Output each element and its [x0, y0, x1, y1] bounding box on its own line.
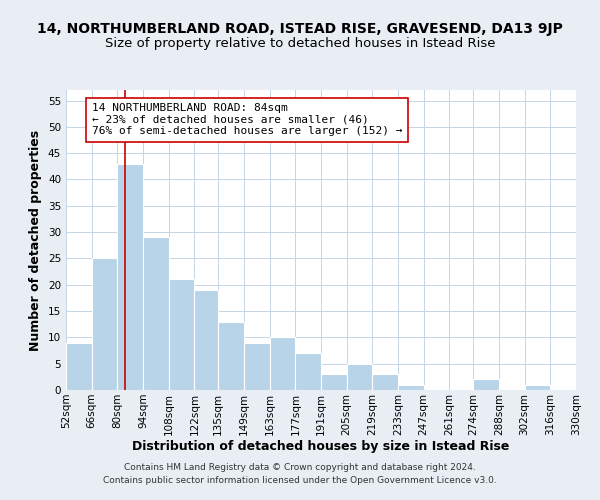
Bar [295, 353, 321, 390]
Bar [269, 338, 295, 390]
Text: Size of property relative to detached houses in Istead Rise: Size of property relative to detached ho… [105, 38, 495, 51]
Bar [524, 384, 550, 390]
Text: 14, NORTHUMBERLAND ROAD, ISTEAD RISE, GRAVESEND, DA13 9JP: 14, NORTHUMBERLAND ROAD, ISTEAD RISE, GR… [37, 22, 563, 36]
Bar [218, 322, 244, 390]
Text: Contains public sector information licensed under the Open Government Licence v3: Contains public sector information licen… [103, 476, 497, 485]
Text: Contains HM Land Registry data © Crown copyright and database right 2024.: Contains HM Land Registry data © Crown c… [124, 464, 476, 472]
Bar [347, 364, 373, 390]
Bar [398, 384, 424, 390]
Text: 14 NORTHUMBERLAND ROAD: 84sqm
← 23% of detached houses are smaller (46)
76% of s: 14 NORTHUMBERLAND ROAD: 84sqm ← 23% of d… [92, 103, 402, 136]
Bar [473, 380, 499, 390]
Y-axis label: Number of detached properties: Number of detached properties [29, 130, 43, 350]
Bar [66, 342, 92, 390]
Bar [244, 342, 269, 390]
Bar [373, 374, 398, 390]
Bar [321, 374, 347, 390]
Bar [169, 280, 194, 390]
Bar [194, 290, 218, 390]
X-axis label: Distribution of detached houses by size in Istead Rise: Distribution of detached houses by size … [133, 440, 509, 454]
Bar [92, 258, 118, 390]
Bar [118, 164, 143, 390]
Bar [143, 238, 169, 390]
